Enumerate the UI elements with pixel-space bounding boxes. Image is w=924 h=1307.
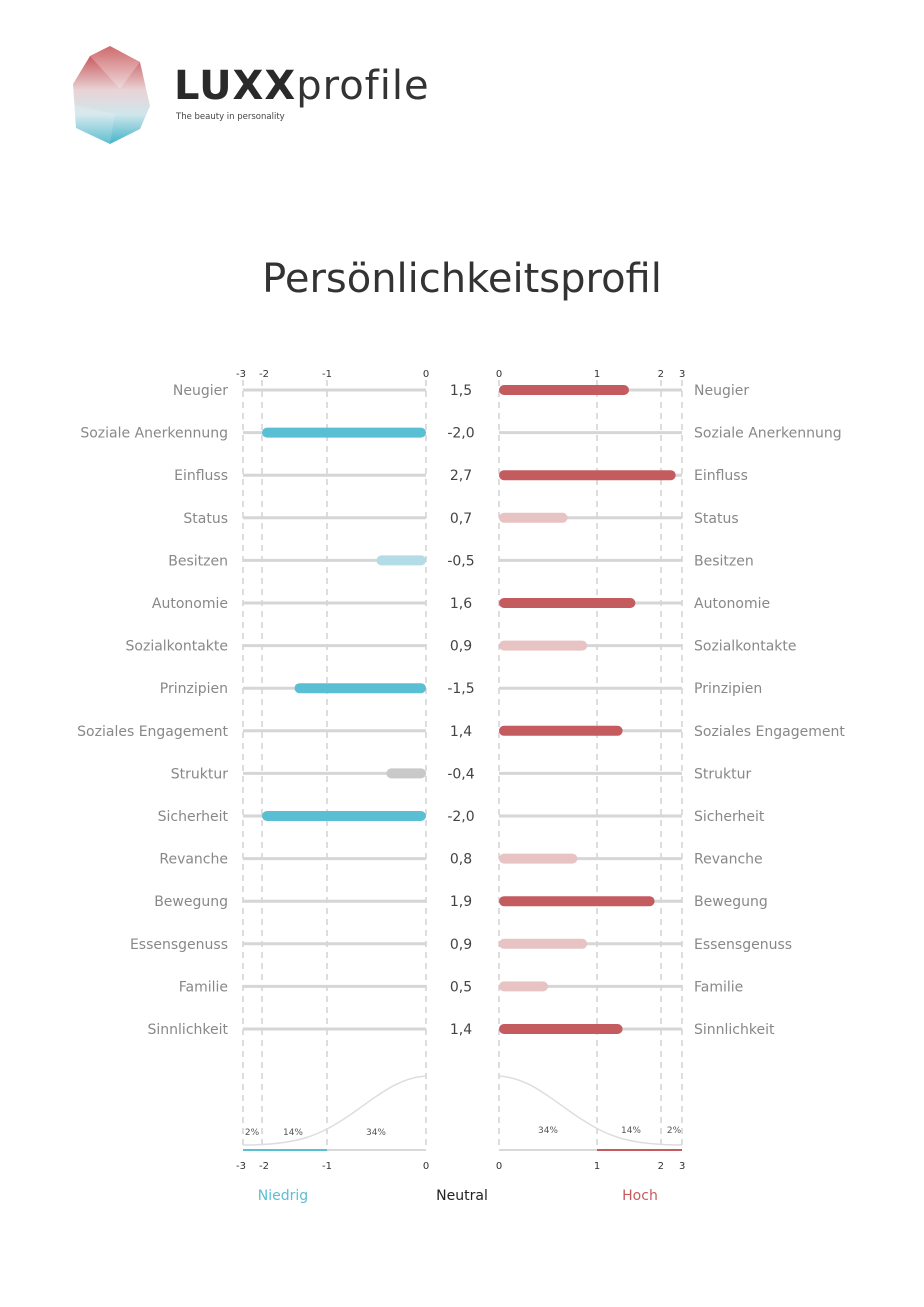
logo-icon [73, 46, 150, 144]
value-label: 0,5 [450, 979, 472, 995]
right-axis-tick-bottom: 2 [658, 1161, 664, 1172]
left-percent-label: 2% [245, 1128, 260, 1138]
category-label-right: Einfluss [694, 468, 748, 484]
value-label: 0,7 [450, 511, 472, 527]
legend-low: Niedrig [258, 1188, 308, 1204]
value-label: 1,5 [450, 383, 472, 399]
right-distribution-curve [498, 1075, 683, 1146]
value-label: -0,5 [447, 553, 474, 569]
category-label-right: Status [694, 511, 739, 527]
category-label-right: Revanche [694, 852, 763, 868]
left-axis-tick-bottom: -1 [322, 1161, 332, 1172]
category-label-left: Autonomie [152, 596, 228, 612]
category-label-left: Sozialkontakte [126, 639, 228, 655]
category-label-right: Besitzen [694, 553, 754, 569]
left-axis-tick-bottom: -3 [236, 1161, 246, 1172]
brand-name: LUXXprofile [174, 66, 430, 106]
category-label-right: Struktur [694, 766, 751, 782]
value-label: -2,0 [447, 426, 474, 442]
category-label-left: Neugier [173, 383, 228, 399]
value-label: 1,4 [450, 724, 472, 740]
category-label-left: Prinzipien [160, 681, 228, 697]
category-label-right: Soziales Engagement [694, 724, 845, 740]
right-axis-tick: 0 [496, 369, 502, 380]
brand-name-bold: LUXX [174, 63, 297, 109]
category-label-left: Essensgenuss [130, 937, 228, 953]
category-label-left: Sicherheit [158, 809, 229, 825]
right-percent-label: 2% [667, 1126, 682, 1136]
right-percent-label: 34% [538, 1126, 558, 1136]
category-label-right: Sicherheit [694, 809, 765, 825]
right-axis-tick-bottom: 0 [496, 1161, 502, 1172]
right-axis-tick: 1 [594, 369, 600, 380]
legend-high: Hoch [622, 1188, 658, 1204]
value-label: -0,4 [447, 766, 474, 782]
category-label-left: Einfluss [174, 468, 228, 484]
category-label-left: Status [183, 511, 228, 527]
category-label-right: Sinnlichkeit [694, 1022, 775, 1038]
value-label: 0,8 [450, 852, 472, 868]
left-distribution-curve [242, 1075, 427, 1146]
value-label: -2,0 [447, 809, 474, 825]
value-label: 1,9 [450, 894, 472, 910]
value-label: 1,4 [450, 1022, 472, 1038]
category-label-right: Neugier [694, 383, 749, 399]
page-title: Persönlichkeitsprofil [262, 256, 662, 302]
right-percent-label: 14% [621, 1126, 641, 1136]
right-axis-tick: 3 [679, 369, 685, 380]
value-label: -1,5 [447, 681, 474, 697]
category-label-left: Bewegung [154, 894, 228, 910]
category-label-left: Revanche [159, 852, 228, 868]
left-percent-label: 14% [283, 1128, 303, 1138]
left-percent-label: 34% [366, 1128, 386, 1138]
category-label-right: Prinzipien [694, 681, 762, 697]
left-axis-tick: -1 [322, 369, 332, 380]
right-axis-tick-bottom: 3 [679, 1161, 685, 1172]
brand-name-light: profile [296, 63, 430, 109]
left-axis-tick-bottom: 0 [423, 1161, 429, 1172]
left-axis-tick-bottom: -2 [259, 1161, 269, 1172]
category-label-right: Essensgenuss [694, 937, 792, 953]
category-label-left: Soziales Engagement [77, 724, 228, 740]
value-label: 2,7 [450, 468, 472, 484]
category-label-left: Familie [179, 979, 228, 995]
legend-neutral: Neutral [436, 1188, 488, 1204]
category-label-left: Soziale Anerkennung [80, 426, 228, 442]
value-label: 0,9 [450, 639, 472, 655]
value-label: 1,6 [450, 596, 472, 612]
right-axis-tick: 2 [658, 369, 664, 380]
category-label-left: Struktur [171, 766, 228, 782]
category-label-right: Bewegung [694, 894, 768, 910]
category-label-right: Sozialkontakte [694, 639, 796, 655]
category-label-right: Soziale Anerkennung [694, 426, 842, 442]
right-axis-tick-bottom: 1 [594, 1161, 600, 1172]
category-label-right: Familie [694, 979, 743, 995]
value-label: 0,9 [450, 937, 472, 953]
left-axis-tick: 0 [423, 369, 429, 380]
category-label-left: Sinnlichkeit [148, 1022, 229, 1038]
left-axis-tick: -3 [236, 369, 246, 380]
category-label-left: Besitzen [168, 553, 228, 569]
brand-tagline: The beauty in personality [176, 112, 285, 122]
category-label-right: Autonomie [694, 596, 770, 612]
left-axis-tick: -2 [259, 369, 269, 380]
